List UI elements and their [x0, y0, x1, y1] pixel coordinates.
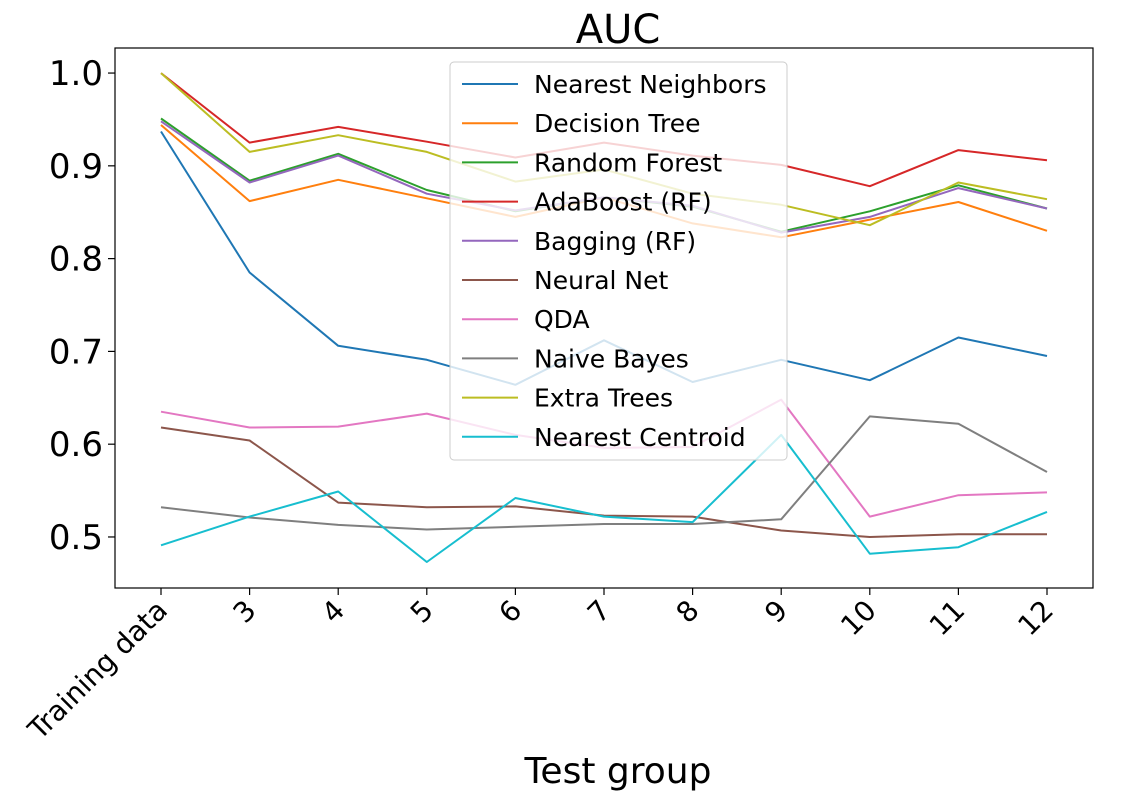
x-tick-label: 6 [492, 594, 528, 630]
y-tick-label: 1.0 [49, 54, 103, 94]
x-tick-label: 8 [670, 594, 706, 630]
x-axis-label: Test group [524, 751, 712, 792]
legend-entry: Random Forest [534, 148, 722, 177]
y-axis: 0.5 0.6 0.7 0.8 0.9 1.0 [49, 54, 115, 558]
legend-entry: Extra Trees [534, 384, 673, 413]
x-tick-label: 11 [923, 594, 972, 643]
x-tick-label: Training data [21, 594, 174, 747]
legend-entry: Nearest Centroid [534, 423, 746, 452]
x-axis: Training data 3 4 5 6 7 8 9 10 11 12 [21, 588, 1060, 747]
legend-entry: Neural Net [534, 266, 668, 295]
y-tick-label: 0.5 [49, 518, 103, 558]
y-tick-label: 0.8 [49, 240, 103, 280]
chart-title: AUC [576, 7, 661, 53]
series-line-naive-bayes [160, 415, 1048, 531]
y-tick-label: 0.9 [49, 147, 103, 187]
legend-box [449, 61, 788, 461]
legend-entry: QDA [534, 305, 590, 334]
x-tick-label: 10 [834, 594, 883, 643]
legend-entry: AdaBoost (RF) [534, 188, 712, 217]
x-tick-label: 3 [227, 594, 263, 630]
legend: Nearest Neighbors Decision Tree Random For… [449, 61, 788, 461]
legend-entry: Nearest Neighbors [534, 70, 767, 99]
legend-entry: Decision Tree [534, 109, 700, 138]
series-line-nearest-centroid [160, 433, 1048, 563]
x-tick-label: 9 [758, 594, 794, 630]
y-tick-label: 0.6 [49, 425, 103, 465]
x-tick-label: 7 [581, 594, 617, 630]
x-tick-label: 5 [404, 594, 440, 630]
x-tick-label: 12 [1011, 594, 1060, 643]
legend-entry: Naive Bayes [534, 344, 689, 373]
x-tick-label: 4 [315, 594, 351, 630]
legend-entry: Bagging (RF) [534, 227, 696, 256]
y-tick-label: 0.7 [49, 332, 103, 372]
